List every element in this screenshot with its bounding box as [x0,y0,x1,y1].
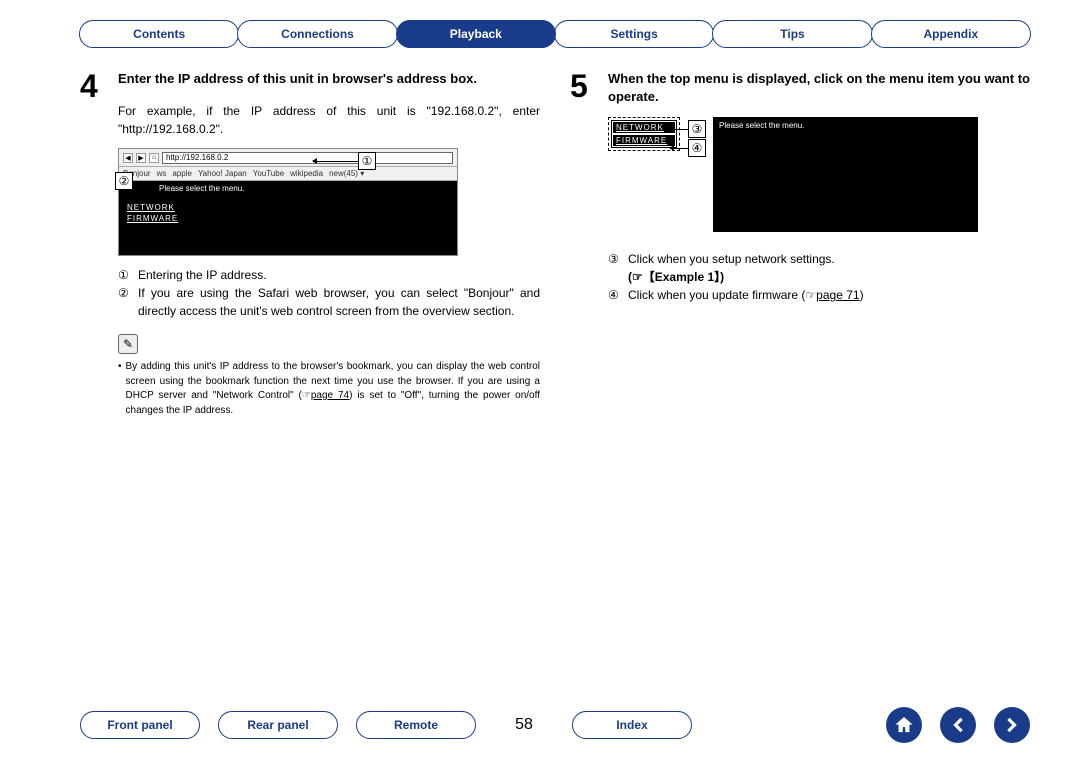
callout-4-arrow [670,148,688,149]
bookmark-item: new(45) ▾ [329,169,364,178]
bookmark-item: ws [157,169,167,178]
callout-1: ① [358,152,376,170]
menu-hint: Please select the menu. [119,181,457,195]
pill-rear-panel[interactable]: Rear panel [218,711,338,739]
page-content: NETWORK FIRMWARE [119,195,457,255]
list-text-post: ) [860,288,864,302]
tab-settings[interactable]: Settings [554,20,714,48]
callout-4: ④ [688,139,706,157]
home-icon [894,715,914,735]
page-link-71[interactable]: page 71 [816,288,859,302]
callout-3-arrow [670,129,688,130]
list-marker: ① [118,266,132,284]
main-content: 4 Enter the IP address of this unit in b… [80,70,1030,671]
pencil-icon: ✎ [118,334,138,354]
list-text: Entering the IP address. [138,266,540,284]
big-black-panel: Please select the menu. [713,117,978,232]
example-ref: (☞【Example 1】) [628,270,724,284]
menu-network: NETWORK [127,203,449,212]
bookmark-item: wikipedia [290,169,323,178]
back-icon: ◀ [123,153,133,163]
browser-screenshot: ◀ ▶ ⌂ http://192.168.0.2 Bonjour ws appl… [118,148,458,256]
menu-screenshot: NETWORK FIRMWARE ③ ④ Please select the m… [608,117,978,232]
list-marker: ③ [608,250,622,286]
pill-remote[interactable]: Remote [356,711,476,739]
step-body-4: For example, if the IP address of this u… [118,102,540,138]
tab-appendix[interactable]: Appendix [871,20,1031,48]
note-text: • By adding this unit's IP address to th… [118,360,540,418]
step-title-4: Enter the IP address of this unit in bro… [118,70,477,102]
list-text: Click when you setup network settings. [628,252,835,266]
bookmark-item: Yahoo! Japan [198,169,247,178]
top-nav: Contents Connections Playback Settings T… [80,20,1030,48]
browser-toolbar: ◀ ▶ ⌂ http://192.168.0.2 [119,149,457,167]
list-marker: ④ [608,286,622,304]
tab-contents[interactable]: Contents [79,20,239,48]
prev-button[interactable] [940,707,976,743]
right-list: ③ Click when you setup network settings.… [608,250,1030,304]
list-text-pre: Click when you update firmware (☞ [628,288,816,302]
next-button[interactable] [994,707,1030,743]
page-link-74[interactable]: page 74 [311,390,349,401]
menu-firmware: FIRMWARE [127,214,449,223]
pill-front-panel[interactable]: Front panel [80,711,200,739]
callout-3: ③ [688,120,706,138]
left-list: ① Entering the IP address. ② If you are … [118,266,540,320]
forward-icon: ▶ [136,153,146,163]
list-text: If you are using the Safari web browser,… [138,284,540,320]
right-column: 5 When the top menu is displayed, click … [570,70,1030,671]
address-bar: http://192.168.0.2 [162,152,453,164]
bullet-marker: • [118,360,122,418]
callout-1-arrow [313,161,358,162]
arrow-right-icon [1002,715,1022,735]
bottom-nav: Front panel Rear panel Remote 58 Index [80,707,1030,743]
tab-tips[interactable]: Tips [712,20,872,48]
callout-2: ② [115,172,133,190]
bookmark-bar: Bonjour ws apple Yahoo! Japan YouTube wi… [119,167,457,181]
step-number-4: 4 [80,70,108,102]
pill-index[interactable]: Index [572,711,692,739]
page-number: 58 [494,716,554,734]
arrow-left-icon [948,715,968,735]
home-icon: ⌂ [149,153,159,163]
home-button[interactable] [886,707,922,743]
tab-connections[interactable]: Connections [237,20,397,48]
tab-playback[interactable]: Playback [396,20,556,48]
bookmark-item: apple [172,169,192,178]
step-title-5: When the top menu is displayed, click on… [608,70,1030,105]
left-column: 4 Enter the IP address of this unit in b… [80,70,540,671]
list-marker: ② [118,284,132,320]
bookmark-item: YouTube [253,169,284,178]
step-number-5: 5 [570,70,598,105]
